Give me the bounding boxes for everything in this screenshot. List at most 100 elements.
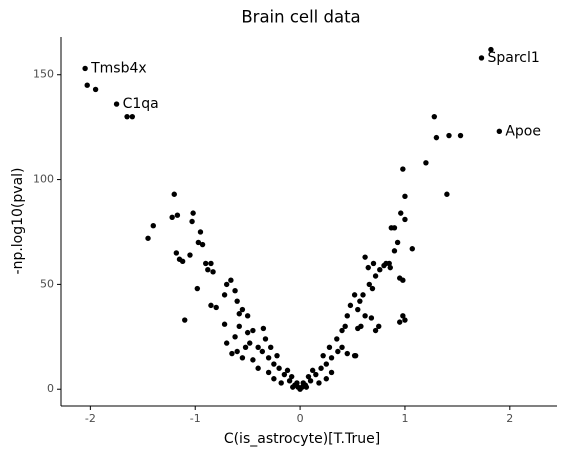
data-point: [376, 323, 382, 330]
data-point: [370, 260, 377, 267]
data-point: [242, 344, 249, 350]
data-point: [286, 378, 293, 384]
data-point: [444, 191, 450, 197]
data-point: [307, 378, 314, 384]
chart-title: Brain cell data: [241, 8, 360, 27]
data-point: [288, 373, 295, 380]
data-point: [223, 340, 230, 346]
data-point: [271, 376, 277, 382]
data-point: [244, 329, 251, 336]
data-point: [388, 225, 395, 231]
data-point: [236, 323, 242, 330]
data-point: [328, 369, 335, 376]
data-point: [323, 376, 330, 382]
data-point: [262, 336, 269, 342]
data-point: [187, 252, 193, 258]
data-point: [278, 380, 284, 386]
data-point: [323, 361, 330, 367]
data-point: [478, 55, 485, 61]
data-point: [255, 344, 261, 350]
data-point: [318, 365, 324, 371]
data-point: [247, 340, 253, 346]
data-point: [223, 281, 230, 288]
data-point: [169, 214, 175, 221]
data-point: [344, 313, 350, 319]
data-point: [239, 306, 246, 313]
data-point: [221, 292, 228, 298]
y-axis-title: -np.log10(pval): [10, 168, 26, 275]
data-point: [213, 304, 219, 311]
data-point: [488, 46, 494, 53]
y-tick-label: 0: [47, 382, 54, 395]
data-point: [274, 352, 280, 359]
data-point: [174, 212, 181, 218]
data-point: [210, 269, 216, 275]
data-point: [372, 327, 379, 334]
data-point: [294, 380, 300, 386]
data-point: [290, 384, 296, 390]
data-point: [179, 258, 186, 265]
data-point: [229, 350, 235, 357]
data-point: [457, 132, 464, 139]
data-point: [194, 285, 201, 292]
x-tick-label: -1: [190, 412, 201, 425]
data-point: [397, 319, 403, 325]
data-point: [335, 348, 341, 355]
x-tick-label: 1: [401, 412, 408, 425]
data-point: [300, 380, 306, 386]
data-point: [82, 65, 88, 72]
data-point: [199, 241, 206, 248]
y-tick-label: 100: [33, 173, 54, 186]
data-point: [334, 336, 340, 342]
data-point: [339, 344, 345, 350]
data-point: [409, 246, 415, 252]
data-point: [387, 264, 393, 271]
data-point: [360, 292, 366, 298]
data-point: [260, 325, 267, 332]
data-point: [400, 166, 406, 172]
data-point: [284, 367, 291, 374]
data-point: [297, 386, 303, 392]
data-point: [189, 218, 195, 225]
data-point: [328, 355, 335, 361]
data-point: [255, 365, 261, 371]
data-point: [423, 160, 429, 166]
x-axis-title: C(is_astrocyte)[T.True]: [224, 431, 380, 447]
data-point: [145, 235, 151, 241]
data-point: [221, 321, 228, 327]
point-annotation: C1qa: [123, 96, 159, 112]
data-point: [197, 229, 204, 235]
data-point: [326, 344, 333, 350]
data-point: [303, 384, 310, 390]
data-point: [402, 216, 408, 223]
data-point: [369, 285, 376, 292]
data-point: [313, 371, 319, 378]
data-point: [281, 371, 288, 378]
data-point: [232, 287, 238, 294]
data-point: [381, 262, 387, 269]
data-point: [244, 313, 251, 319]
data-point: [268, 344, 274, 350]
data-point: [446, 132, 452, 139]
data-point: [182, 317, 188, 323]
data-point: [400, 313, 406, 319]
data-point: [347, 302, 354, 309]
data-point: [355, 306, 361, 313]
data-point: [173, 250, 180, 256]
data-point: [398, 210, 404, 216]
data-point: [171, 191, 177, 197]
data-point: [205, 267, 211, 273]
data-point: [265, 355, 272, 361]
y-tick-label: 150: [33, 68, 54, 81]
data-point: [391, 248, 398, 254]
data-point: [402, 193, 408, 200]
data-point: [259, 348, 266, 355]
data-point: [92, 86, 99, 93]
data-point: [234, 348, 240, 355]
data-point: [366, 281, 372, 288]
data-point: [203, 260, 209, 267]
y-tick-label: 50: [40, 277, 54, 290]
data-point: [208, 302, 214, 309]
